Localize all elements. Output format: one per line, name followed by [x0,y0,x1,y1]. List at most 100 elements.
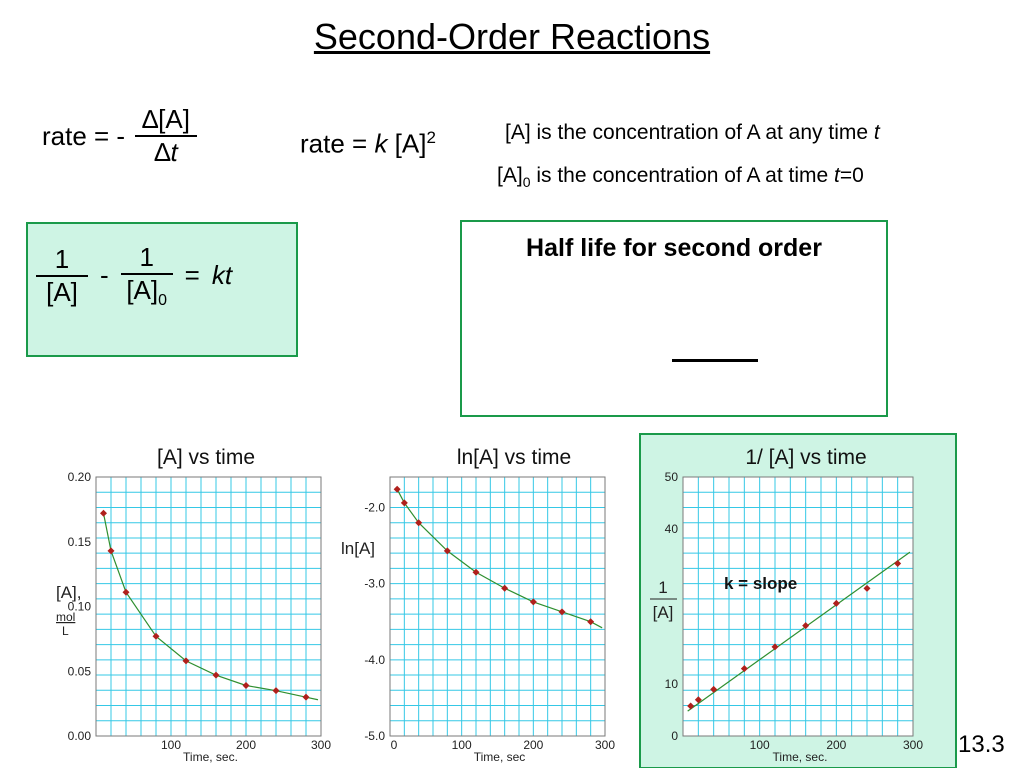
y-tick-label: 0 [671,729,678,743]
data-point [740,665,748,673]
x-tick-label: 200 [523,738,543,752]
integrated-rate-law-box: 1 [A] - 1 [A]0 = kt [26,222,298,357]
annotation-k-slope: k = slope [724,574,797,593]
y-tick-label: 0.15 [68,535,92,549]
data-point [443,547,451,555]
data-point [122,588,130,596]
plot-border [682,476,914,737]
plot-area [683,477,913,736]
y-axis-units-den: L [62,624,69,638]
y-tick-label: 0.10 [68,600,92,614]
graph-inverse-conc-vs-time: 1/ [A] vs time 100 200 300 Time, sec. 0 10 40 50… [650,446,923,764]
kt-term: kt [211,260,233,291]
y-tick-label: 0.05 [68,664,92,678]
x-tick-label: 300 [903,738,923,752]
data-point [272,687,280,695]
y-tick-label: 0.20 [68,470,92,484]
y-axis-label-den: [A] [653,603,674,622]
y-tick-label: -2.0 [364,500,385,514]
chart-title: [A] vs time [157,446,255,469]
y-tick-label: -3.0 [364,577,385,591]
data-point [107,547,115,555]
data-point [472,568,480,576]
rate-differential-equation: rate = - ∆[A] ∆t [42,104,198,168]
data-point [100,509,107,517]
x-tick-label: 200 [826,738,846,752]
data-point [152,632,160,640]
x-tick-label: 100 [750,738,770,752]
y-axis-label: ln[A] [341,539,375,558]
x-tick-label: 100 [452,738,472,752]
rate-law-exponent: 2 [426,128,436,147]
y-tick-label: -5.0 [364,729,385,743]
reciprocal-A: 1 [A] [36,244,88,308]
slide-title: Second-Order Reactions [313,16,711,57]
fit-curve [102,513,319,701]
half-life-blank-line [672,359,758,362]
delta-numerator: ∆[A] [142,104,190,134]
y-tick-label: 50 [665,470,679,484]
y-tick-label: 0.00 [68,729,92,743]
data-point [694,696,702,704]
rate-law-prefix: rate = [300,128,375,159]
y-axis-label-num: 1 [658,578,667,597]
data-point [529,598,537,606]
data-point [802,622,810,630]
y-axis-label: [A], [56,583,82,602]
y-tick-label: 40 [665,522,679,536]
data-point [832,599,840,607]
y-tick-label: -4.0 [364,653,385,667]
rate-law-equation: rate = k [A]2 [300,128,436,160]
half-life-box: Half life for second order [460,220,888,417]
plot-border [389,476,606,737]
half-life-heading: Half life for second order [526,234,822,262]
fit-line [687,551,911,712]
graph-conc-vs-time: [A] vs time 100 200 300 Time, sec. 0.00 0.05 0.… [56,446,331,764]
data-point [302,693,310,701]
fit-curve [396,488,603,629]
data-point [212,671,220,679]
rate-law-conc: [A] [387,128,427,159]
data-point [501,584,509,592]
minus-sign: - [100,260,109,291]
data-point [863,584,871,592]
plot-border [95,476,322,737]
plot-area [390,477,605,736]
data-point [400,499,408,507]
chart-title: ln[A] vs time [457,446,571,469]
data-point [393,485,401,493]
data-point [182,657,190,665]
plot-area [96,477,321,736]
data-point [415,519,423,527]
x-tick-label: 300 [595,738,615,752]
integrated-rate-law: 1 [A] - 1 [A]0 = kt [36,242,232,310]
data-point [687,702,695,710]
rate-constant: k [374,128,388,159]
fraction-bar [135,135,198,137]
data-point [894,560,902,568]
x-tick-label: 100 [161,738,181,752]
data-point [771,643,779,651]
reciprocal-A0: 1 [A]0 [120,242,173,310]
x-axis-label: Time, sec. [183,750,238,764]
x-axis-label: Time, sec [474,750,526,764]
y-axis-units-num: mol [56,610,75,624]
x-tick-label: 200 [236,738,256,752]
data-point [710,685,718,693]
graph-ln-conc-vs-time: ln[A] vs time 0 100 200 300 Time, sec -2.0 -3.0… [341,446,615,764]
delta-denominator: ∆t [154,137,178,167]
note-initial-concentration: [A]0 is the concentration of A at time t… [497,164,864,191]
delta-fraction: ∆[A] ∆t [135,104,198,168]
data-point [242,681,250,689]
note-concentration: [A] is the concentration of A at any tim… [505,121,880,144]
data-point [587,618,595,626]
page-number: 13.3 [958,731,1005,758]
data-point [558,608,566,616]
equals-sign: = [184,260,200,291]
rate-lhs: rate = - [42,120,126,151]
y-tick-label: 10 [665,677,679,691]
x-tick-label: 300 [311,738,331,752]
chart-title: 1/ [A] vs time [745,446,866,469]
x-tick-label: 0 [391,738,398,752]
